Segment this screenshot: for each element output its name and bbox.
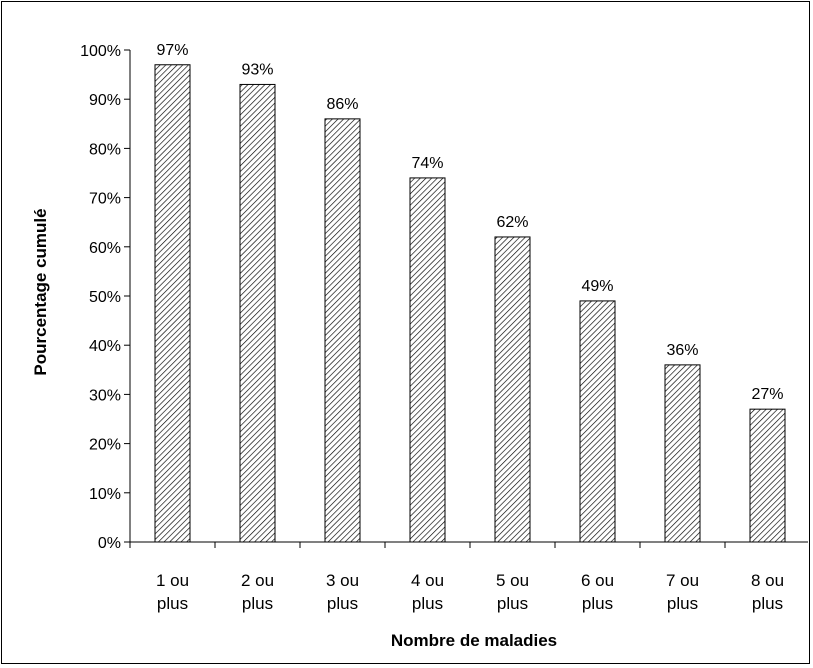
x-axis [129, 541, 811, 548]
bars [154, 64, 786, 543]
category-label: 4 ou [411, 571, 444, 590]
category-label: 5 ou [496, 571, 529, 590]
y-tick-label: 60% [89, 240, 121, 257]
y-tick-label: 0% [98, 535, 121, 552]
bar [154, 64, 191, 543]
data-label: 86% [326, 96, 358, 113]
data-labels: 97% 93% 86% 74% 62% 49% 36% 27% [156, 42, 783, 403]
y-tick-label: 80% [89, 141, 121, 158]
y-tick-label: 70% [89, 191, 121, 208]
y-tick-label: 30% [89, 387, 121, 404]
y-tick-label: 90% [89, 92, 121, 109]
y-tick-label: 40% [89, 338, 121, 355]
category-label: plus [752, 594, 783, 613]
y-tick-label: 50% [89, 289, 121, 306]
category-label: 7 ou [666, 571, 699, 590]
category-label: 1 ou [156, 571, 189, 590]
category-label: 2 ou [241, 571, 274, 590]
x-axis-title: Nombre de maladies [391, 631, 557, 650]
data-label: 27% [751, 386, 783, 403]
data-label: 36% [666, 342, 698, 359]
bar [409, 177, 446, 543]
y-tick-label: 20% [89, 437, 121, 454]
data-label: 93% [241, 61, 273, 78]
category-label: plus [412, 594, 443, 613]
category-label: plus [667, 594, 698, 613]
category-label: plus [582, 594, 613, 613]
category-label: 6 ou [581, 571, 614, 590]
data-label: 62% [496, 214, 528, 231]
bar [664, 364, 701, 543]
bar [239, 83, 276, 543]
category-label: plus [497, 594, 528, 613]
category-label: 3 ou [326, 571, 359, 590]
bar [749, 408, 786, 543]
data-label: 49% [581, 278, 613, 295]
category-labels: 1 ou plus 2 ou plus 3 ou plus 4 ou plus 5 ou plus… [156, 571, 784, 613]
category-label: plus [157, 594, 188, 613]
data-label: 97% [156, 42, 188, 59]
bar [494, 236, 531, 543]
category-label: 8 ou [751, 571, 784, 590]
y-axis: 0% 10% 20% 30% 40% 50% 60% 70% 80% 90% 100% [80, 43, 131, 552]
category-label: plus [327, 594, 358, 613]
y-tick-label: 100% [80, 43, 121, 60]
y-tick-label: 10% [89, 486, 121, 503]
y-axis-title: Pourcentage cumulé [31, 208, 50, 375]
category-label: plus [242, 594, 273, 613]
data-label: 74% [411, 155, 443, 172]
bar [579, 300, 616, 543]
bar [324, 118, 361, 543]
